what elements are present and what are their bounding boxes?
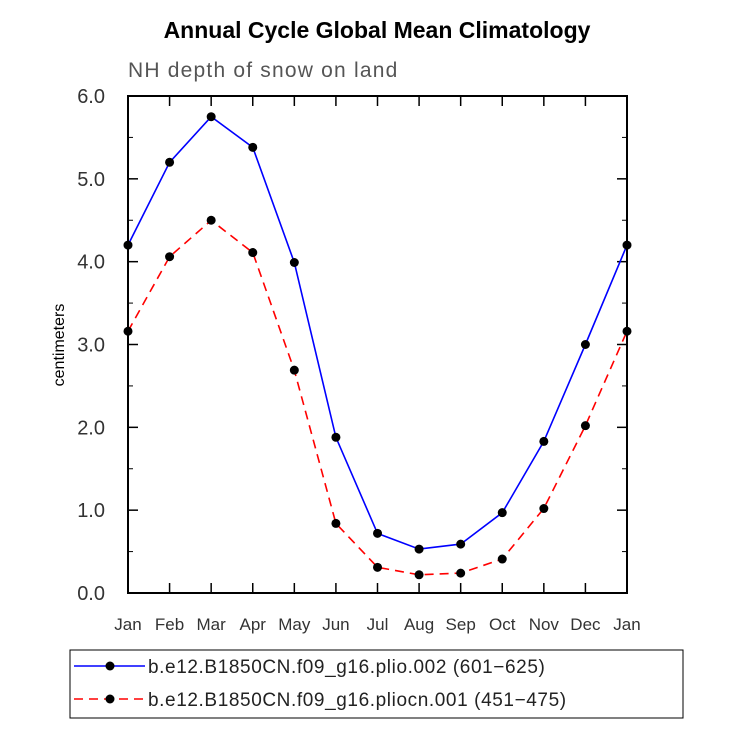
data-point <box>206 215 216 225</box>
x-tick-label: Apr <box>240 615 267 634</box>
y-tick-label: 1.0 <box>77 500 105 522</box>
x-tick-label: Sep <box>446 615 476 634</box>
legend-label: b.e12.B1850CN.f09_g16.pliocn.001 (451−47… <box>148 690 567 711</box>
data-point <box>580 421 590 431</box>
data-point <box>289 365 299 375</box>
series-line <box>127 115 628 550</box>
data-point <box>497 554 507 564</box>
data-point <box>580 340 590 349</box>
x-tick-label: Jan <box>613 615 640 634</box>
x-tick-label: Oct <box>489 615 516 634</box>
data-point <box>331 432 341 442</box>
plot-frame <box>127 95 628 594</box>
data-point <box>539 436 549 446</box>
legend-marker <box>105 694 115 704</box>
x-tick-label: Jan <box>114 615 141 634</box>
data-point <box>497 508 507 518</box>
data-point <box>165 252 175 262</box>
y-tick-label: 2.0 <box>77 417 105 439</box>
y-axis-label: centimeters <box>51 304 68 387</box>
x-tick-label: Jul <box>367 615 389 634</box>
data-point <box>248 248 258 258</box>
x-tick-label: Mar <box>197 615 227 634</box>
y-tick-label: 3.0 <box>77 335 105 357</box>
data-point <box>622 240 632 250</box>
series-1 <box>123 112 632 554</box>
data-point <box>373 528 382 538</box>
data-point <box>414 544 424 554</box>
data-point <box>456 539 466 549</box>
y-tick-label: 6.0 <box>77 86 105 108</box>
chart-title: Annual Cycle Global Mean Climatology <box>164 17 591 43</box>
series-layer <box>123 112 632 580</box>
x-tick-label: Dec <box>570 615 601 634</box>
x-tick-label: Nov <box>529 615 560 634</box>
data-point <box>206 112 216 122</box>
series-2 <box>123 215 632 580</box>
data-point <box>165 157 175 167</box>
data-point <box>456 568 466 578</box>
x-tick-label: Feb <box>155 615 184 634</box>
data-point <box>622 326 632 336</box>
legend-label: b.e12.B1850CN.f09_g16.plio.002 (601−625) <box>148 657 545 678</box>
data-point <box>123 326 133 336</box>
legend: b.e12.B1850CN.f09_g16.plio.002 (601−625)… <box>69 649 684 719</box>
data-point <box>539 504 549 514</box>
axes: Jan Feb Mar Apr May Jun Jul Aug Sep Oct Nov Dec Jan 0… <box>77 86 641 634</box>
data-point <box>373 562 382 572</box>
y-tick-label: 4.0 <box>77 252 105 274</box>
x-tick-label: Jun <box>322 615 349 634</box>
data-point <box>414 570 424 580</box>
series-line <box>127 219 628 576</box>
y-tick-label: 5.0 <box>77 169 105 191</box>
data-point <box>123 240 133 250</box>
chart-subtitle: NH depth of snow on land <box>128 59 398 82</box>
data-point <box>248 142 258 152</box>
x-tick-label: May <box>278 615 311 634</box>
data-point <box>289 257 299 267</box>
y-tick-label: 0.0 <box>77 583 105 605</box>
legend-marker <box>105 661 115 671</box>
data-point <box>331 518 341 528</box>
legend-box <box>69 649 684 719</box>
x-tick-label: Aug <box>404 615 434 634</box>
